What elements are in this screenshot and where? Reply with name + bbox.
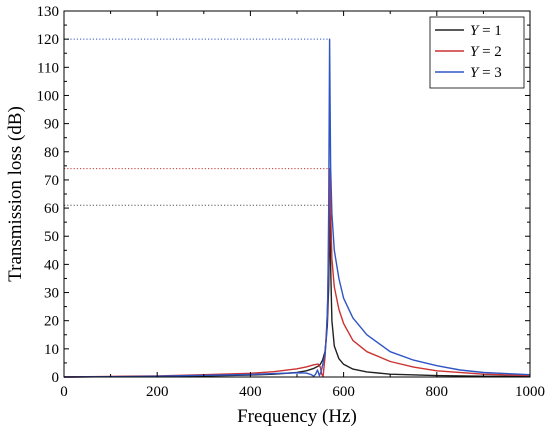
x-tick-label: 1000	[515, 384, 545, 400]
x-tick-label: 400	[239, 384, 262, 400]
series-line-y3	[63, 38, 531, 378]
y-tick-label: 50	[44, 229, 59, 245]
y-tick-label: 70	[44, 173, 59, 189]
x-tick-label: 600	[332, 384, 355, 400]
axis-ticks: 0 200 400 600 800 1000 0 10 20 30 40 50 60 70 80 90 100 1…	[37, 4, 546, 400]
y-tick-label: 90	[44, 117, 59, 133]
series-lines	[63, 38, 531, 378]
y-tick-label: 100	[37, 88, 60, 104]
y-axis-title: Transmission loss (dB)	[5, 106, 26, 282]
y-tick-label: 80	[44, 145, 59, 161]
y-tick-label: 0	[52, 370, 60, 386]
legend: Y = 1 Y = 2 Y = 3	[429, 16, 525, 89]
legend-label-y1: Y = 1	[470, 23, 502, 39]
x-tick-label: 200	[146, 384, 169, 400]
x-tick-label: 800	[426, 384, 449, 400]
legend-box	[429, 16, 525, 89]
y-tick-label: 10	[44, 342, 59, 358]
y-tick-label: 120	[37, 32, 60, 48]
y-tick-label: 20	[44, 314, 59, 330]
reference-lines	[64, 38, 330, 206]
y-tick-label: 60	[44, 201, 59, 217]
x-tick-label: 0	[60, 384, 68, 400]
y-tick-label: 130	[37, 4, 60, 20]
y-tick-label: 40	[44, 257, 59, 273]
x-axis-title: Frequency (Hz)	[237, 406, 357, 427]
legend-label-y2: Y = 2	[470, 44, 502, 60]
y-tick-label: 30	[44, 286, 59, 302]
series-line-y1	[63, 204, 531, 378]
y-tick-label: 110	[37, 60, 59, 76]
series-line-y2	[63, 167, 531, 378]
legend-label-y3: Y = 3	[470, 65, 502, 81]
